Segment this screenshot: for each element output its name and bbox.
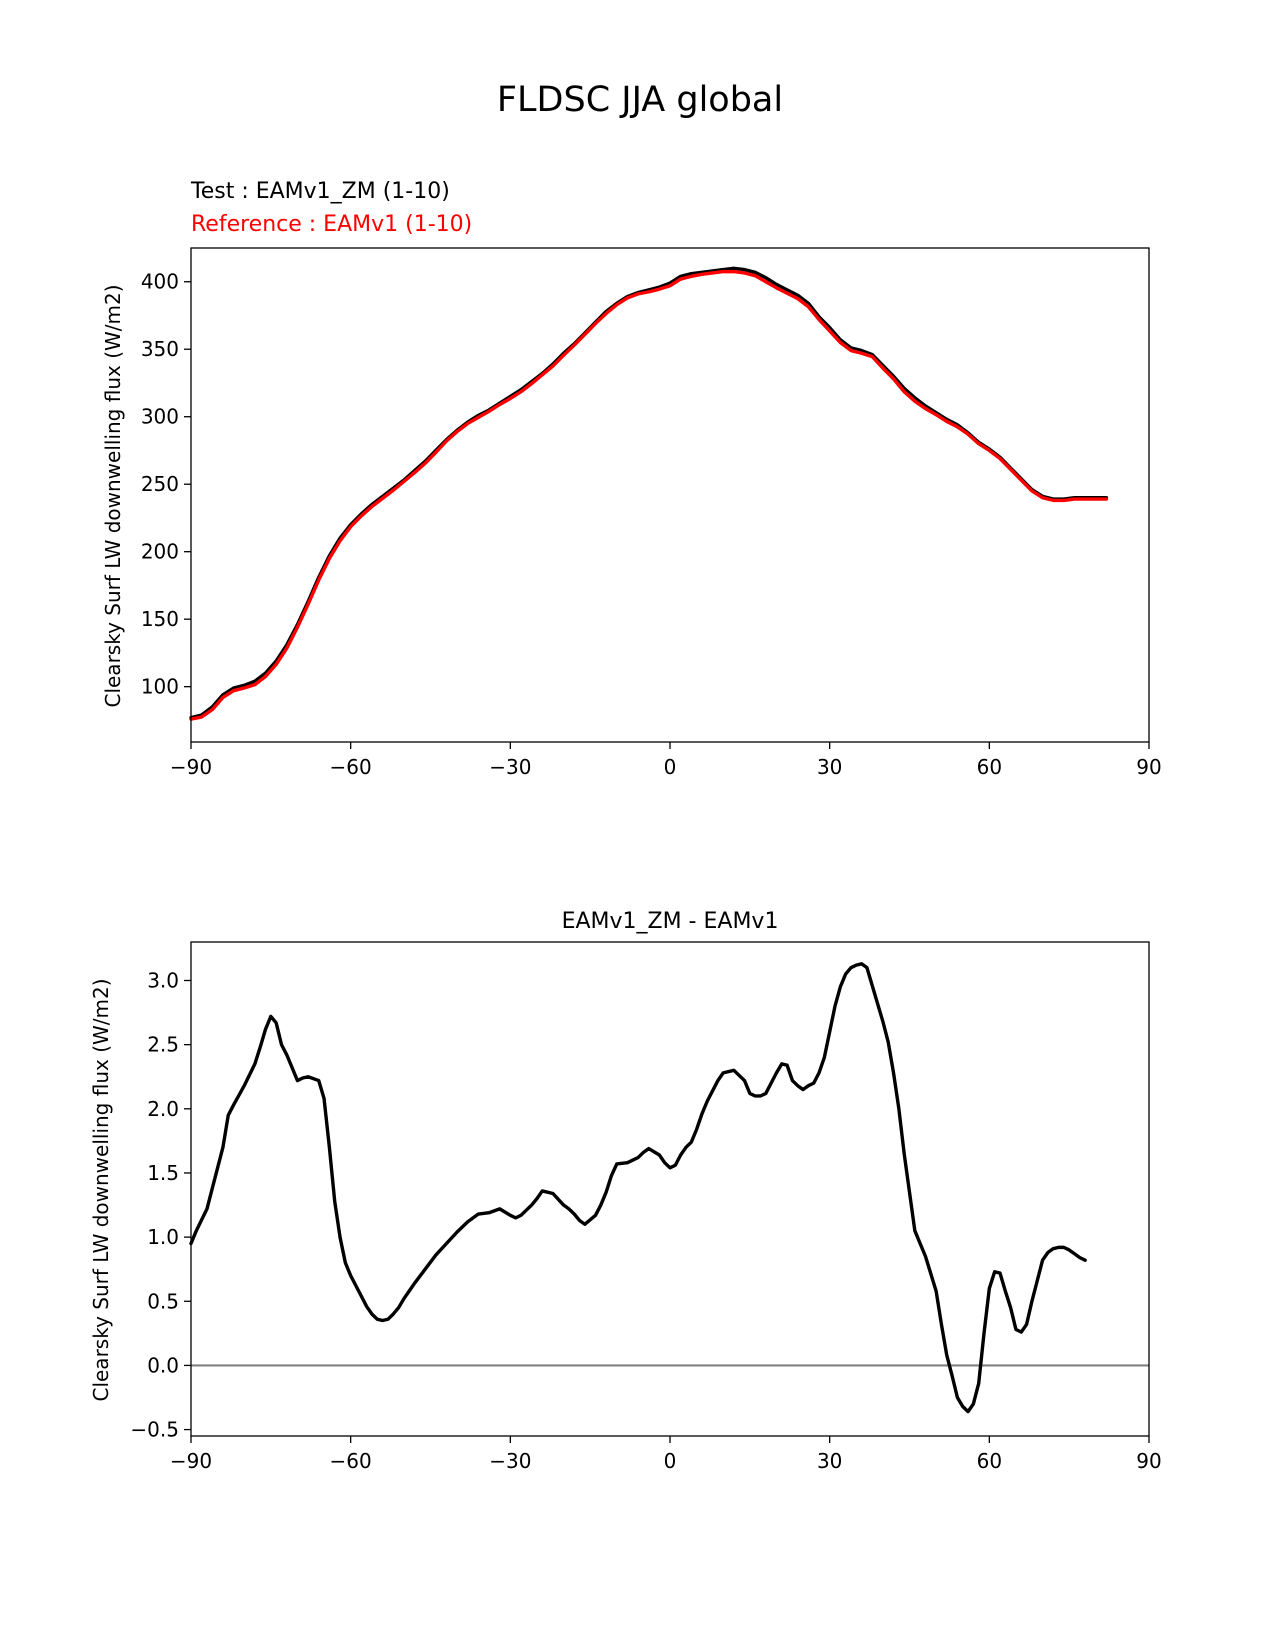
y-tick-label: 3.0: [147, 968, 179, 992]
x-tick-label: 0: [664, 1449, 677, 1473]
figure-title: FLDSC JJA global: [497, 80, 783, 120]
y-tick-label: 1.5: [147, 1161, 179, 1185]
y-tick-label: 400: [141, 270, 179, 294]
y-tick-label: 2.5: [147, 1033, 179, 1057]
y-tick-label: −0.5: [130, 1418, 179, 1442]
y-tick-label: 0.0: [147, 1353, 179, 1377]
bottom-axis-ticks: −90 −60 −30 0 30 60 90 −0.5 0.0 0.5 1.0 1.5 2.0 2.5 3.…: [130, 968, 1161, 1473]
y-tick-label: 200: [141, 540, 179, 564]
x-tick-label: 60: [977, 1449, 1002, 1473]
test-series-line: [189, 266, 1109, 720]
y-tick-label: 300: [141, 405, 179, 429]
top-axes-frame: [190, 247, 1150, 743]
x-tick-label: 30: [817, 1449, 842, 1473]
reference-series-line: [189, 269, 1109, 721]
y-tick-label: 350: [141, 337, 179, 361]
y-tick-label: 150: [141, 607, 179, 631]
y-tick-label: 1.0: [147, 1225, 179, 1249]
bottom-title: EAMv1_ZM - EAMv1: [562, 909, 779, 934]
x-tick-label: −60: [330, 755, 372, 779]
x-tick-label: −90: [170, 1449, 212, 1473]
y-tick-label: 0.5: [147, 1289, 179, 1313]
x-tick-label: 90: [1136, 755, 1161, 779]
top-panel: Test : EAMv1_ZM (1-10) Reference : EAMv1…: [101, 179, 1162, 779]
bottom-panel: EAMv1_ZM - EAMv1 Clearsky Surf LW downwe…: [89, 909, 1162, 1473]
reference-label: Reference : EAMv1 (1-10): [191, 212, 472, 237]
bottom-y-axis-label: Clearsky Surf LW downwelling flux (W/m2): [89, 978, 113, 1401]
x-tick-label: −30: [489, 755, 531, 779]
x-tick-label: −30: [489, 1449, 531, 1473]
y-tick-label: 2.0: [147, 1097, 179, 1121]
difference-series-line: [189, 962, 1087, 1414]
x-tick-label: 60: [977, 755, 1002, 779]
bottom-plot-area: [189, 962, 1149, 1414]
y-tick-label: 100: [141, 675, 179, 699]
x-tick-label: 90: [1136, 1449, 1161, 1473]
test-label: Test : EAMv1_ZM (1-10): [190, 179, 450, 204]
y-tick-label: 250: [141, 472, 179, 496]
top-plot-area: [189, 266, 1109, 721]
top-axis-ticks: −90 −60 −30 0 30 60 90 100 150 200 250 300 350 400: [141, 270, 1162, 779]
x-tick-label: −90: [170, 755, 212, 779]
x-tick-label: 30: [817, 755, 842, 779]
x-tick-label: −60: [330, 1449, 372, 1473]
top-y-axis-label: Clearsky Surf LW downwelling flux (W/m2): [101, 284, 125, 707]
x-tick-label: 0: [664, 755, 677, 779]
bottom-axes-frame: [190, 941, 1150, 1437]
